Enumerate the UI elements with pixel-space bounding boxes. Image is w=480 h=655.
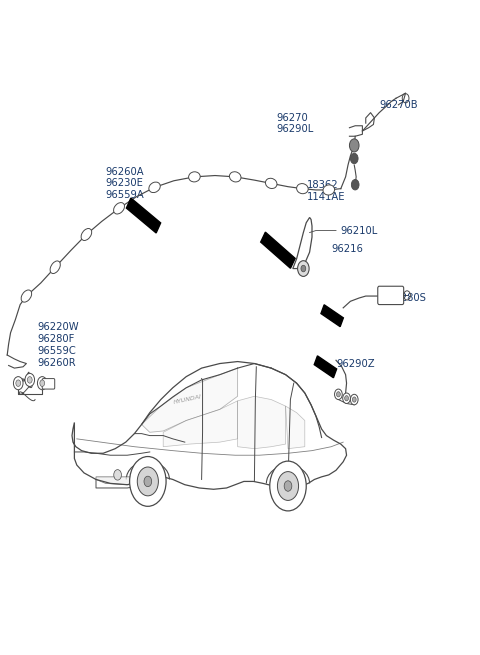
Circle shape bbox=[144, 476, 152, 487]
Text: 96260A: 96260A bbox=[106, 166, 144, 177]
Circle shape bbox=[350, 153, 358, 164]
Text: 96559C: 96559C bbox=[37, 346, 76, 356]
Circle shape bbox=[298, 261, 309, 276]
Polygon shape bbox=[314, 356, 336, 378]
FancyBboxPatch shape bbox=[378, 286, 404, 305]
Circle shape bbox=[137, 467, 158, 496]
Polygon shape bbox=[261, 232, 295, 269]
Text: 96280F: 96280F bbox=[37, 334, 75, 345]
Polygon shape bbox=[142, 368, 238, 432]
Polygon shape bbox=[126, 198, 161, 233]
Circle shape bbox=[13, 377, 23, 390]
Circle shape bbox=[16, 380, 21, 386]
Text: 96280S: 96280S bbox=[389, 293, 427, 303]
Ellipse shape bbox=[189, 172, 200, 182]
Ellipse shape bbox=[149, 182, 160, 193]
Text: 96260R: 96260R bbox=[37, 358, 76, 368]
FancyBboxPatch shape bbox=[42, 379, 55, 389]
Ellipse shape bbox=[21, 290, 32, 302]
Text: HYUNDAI: HYUNDAI bbox=[172, 394, 202, 405]
Circle shape bbox=[114, 470, 121, 480]
Circle shape bbox=[25, 373, 35, 386]
Text: 96220W: 96220W bbox=[37, 322, 79, 333]
Polygon shape bbox=[96, 477, 139, 485]
Circle shape bbox=[270, 461, 306, 511]
Circle shape bbox=[301, 265, 306, 272]
Circle shape bbox=[27, 377, 32, 383]
Circle shape bbox=[37, 377, 47, 390]
Circle shape bbox=[350, 394, 358, 405]
Circle shape bbox=[335, 389, 342, 400]
Text: 96270: 96270 bbox=[276, 113, 308, 123]
Ellipse shape bbox=[323, 185, 335, 195]
Polygon shape bbox=[163, 401, 238, 447]
Text: 96290L: 96290L bbox=[276, 124, 313, 134]
Circle shape bbox=[130, 457, 166, 506]
Circle shape bbox=[336, 392, 340, 397]
Text: 96559A: 96559A bbox=[106, 190, 144, 200]
Polygon shape bbox=[321, 305, 343, 327]
Polygon shape bbox=[286, 406, 305, 449]
Circle shape bbox=[40, 380, 45, 386]
Text: 1141AE: 1141AE bbox=[307, 191, 346, 202]
Ellipse shape bbox=[229, 172, 241, 182]
Circle shape bbox=[345, 396, 348, 401]
Text: 96210L: 96210L bbox=[341, 225, 378, 236]
Text: 18362: 18362 bbox=[307, 179, 339, 190]
Ellipse shape bbox=[81, 229, 92, 240]
Text: 96230E: 96230E bbox=[106, 178, 144, 189]
Circle shape bbox=[352, 397, 356, 402]
Polygon shape bbox=[238, 396, 286, 449]
Circle shape bbox=[277, 472, 299, 500]
Ellipse shape bbox=[50, 261, 60, 274]
Circle shape bbox=[343, 393, 350, 403]
Text: 96290Z: 96290Z bbox=[336, 358, 374, 369]
Ellipse shape bbox=[114, 202, 124, 214]
Text: 96270B: 96270B bbox=[379, 100, 418, 110]
Ellipse shape bbox=[265, 178, 277, 189]
Circle shape bbox=[351, 179, 359, 190]
Ellipse shape bbox=[297, 183, 308, 194]
Circle shape bbox=[284, 481, 292, 491]
Text: 96216: 96216 bbox=[331, 244, 363, 254]
Circle shape bbox=[349, 139, 359, 152]
